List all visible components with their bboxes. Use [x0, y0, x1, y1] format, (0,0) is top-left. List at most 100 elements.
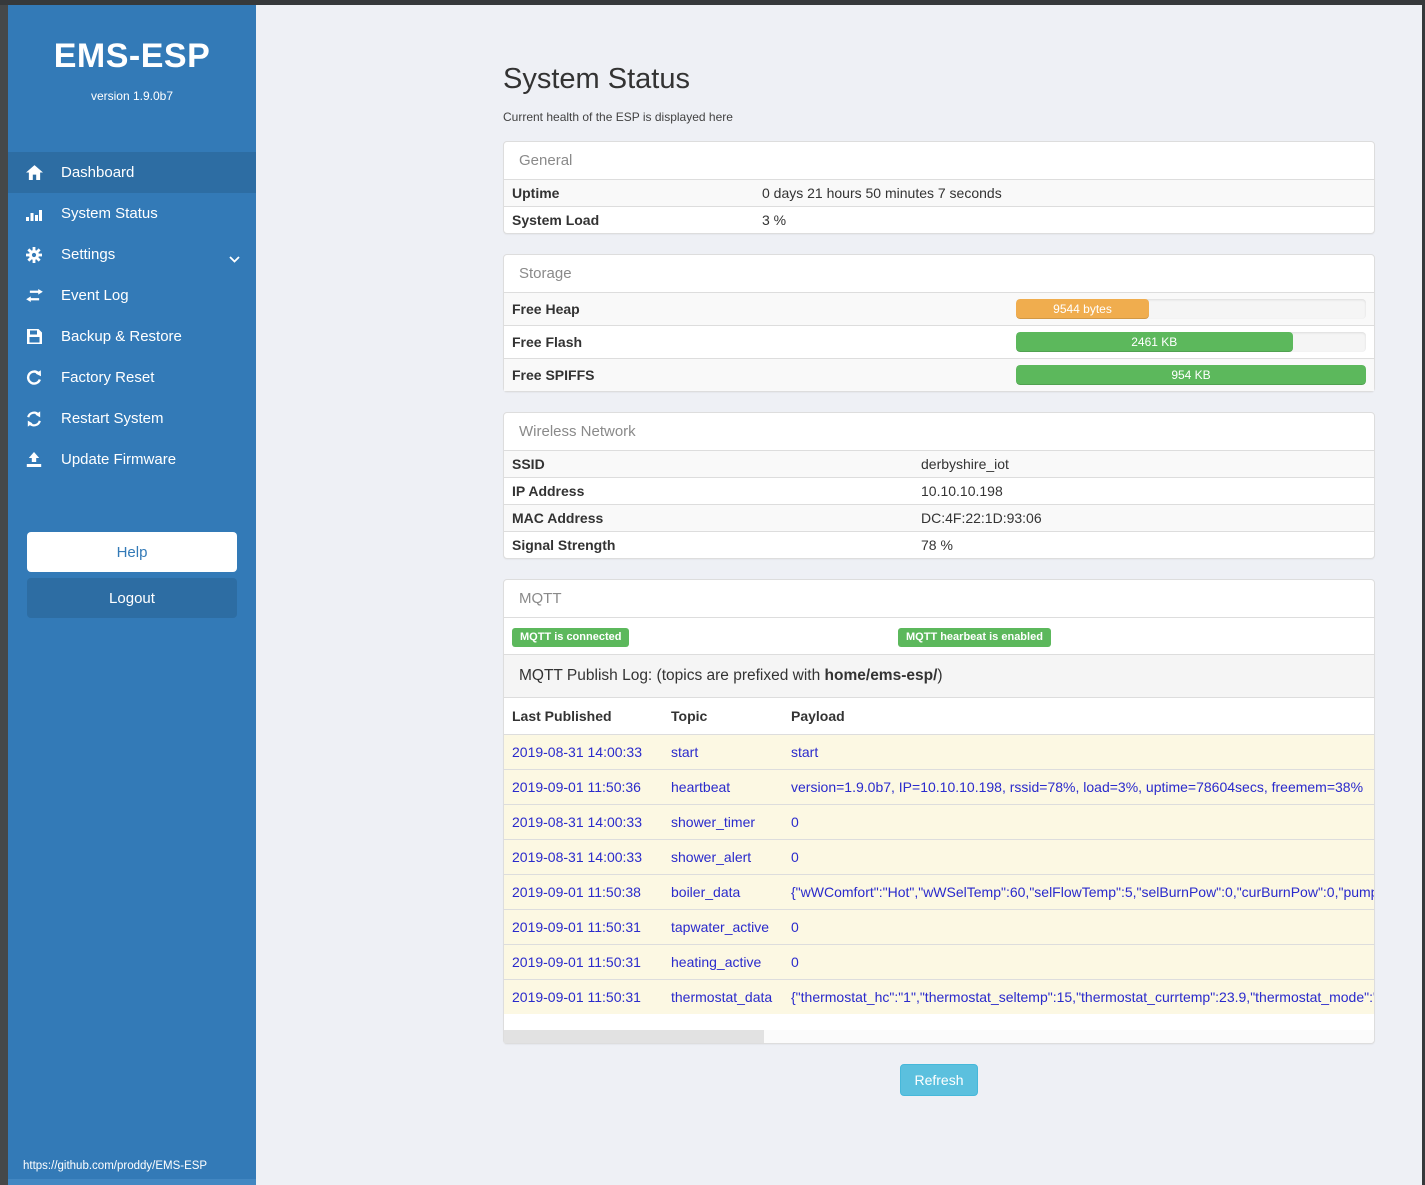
refresh-button[interactable]: Refresh	[900, 1064, 978, 1096]
table-row: Free Heap 9544 bytes	[504, 292, 1374, 326]
refresh-icon	[23, 410, 45, 427]
table-row: Uptime 0 days 21 hours 50 minutes 7 seco…	[504, 179, 1374, 207]
row-value: derbyshire_iot	[913, 450, 1374, 478]
horizontal-scrollbar-thumb[interactable]	[504, 1030, 764, 1043]
sidebar-item-event-log[interactable]: Event Log	[8, 275, 256, 316]
general-panel-title: General	[519, 152, 573, 169]
progress-bar-fill: 9544 bytes	[1016, 299, 1149, 319]
table-row: 2019-09-01 11:50:31 tapwater_active 0	[504, 909, 1374, 945]
sidebar: EMS-ESP version 1.9.0b7 Dashboard System…	[8, 5, 256, 1185]
app-title: EMS-ESP	[53, 37, 211, 75]
column-header: Payload	[783, 698, 1374, 735]
general-panel: General Uptime 0 days 21 hours 50 minute…	[503, 141, 1375, 234]
page-subtitle: Current health of the ESP is displayed h…	[503, 110, 733, 124]
sidebar-item-label: Settings	[61, 246, 116, 263]
row-label: Signal Strength	[504, 531, 913, 558]
github-link[interactable]: https://github.com/proddy/EMS-ESP	[23, 1160, 208, 1172]
log-timestamp: 2019-09-01 11:50:31	[504, 979, 663, 1014]
mqtt-table-bottom-space	[504, 1014, 1374, 1030]
sidebar-item-update-firmware[interactable]: Update Firmware	[8, 439, 256, 480]
table-row: Free Flash 2461 KB	[504, 325, 1374, 359]
exchange-icon	[23, 289, 45, 302]
log-topic: start	[663, 734, 783, 770]
sidebar-item-label: System Status	[61, 205, 158, 222]
row-value: 78 %	[913, 531, 1374, 558]
free-spiffs-progress: 954 KB	[1016, 365, 1366, 385]
table-row: 2019-09-01 11:50:38 boiler_data {"wWComf…	[504, 874, 1374, 910]
log-topic: boiler_data	[663, 874, 783, 910]
row-value: 3 %	[754, 206, 1374, 233]
upload-icon	[23, 452, 45, 467]
table-row: 2019-09-01 11:50:31 heating_active 0	[504, 944, 1374, 980]
log-timestamp: 2019-09-01 11:50:31	[504, 909, 663, 945]
publish-log-text-suffix: )	[937, 667, 943, 684]
sidebar-item-restart-system[interactable]: Restart System	[8, 398, 256, 439]
sidebar-bottom-strip	[8, 1179, 256, 1185]
mqtt-log-table: Last Published Topic Payload 2019-08-31 …	[504, 698, 1374, 1014]
logout-button[interactable]: Logout	[27, 578, 237, 618]
horizontal-scrollbar-track[interactable]	[504, 1030, 1374, 1043]
help-button[interactable]: Help	[27, 532, 237, 572]
storage-table: Free Heap 9544 bytes Free Flash 2461 KB	[504, 292, 1374, 391]
free-heap-progress: 9544 bytes	[1016, 299, 1366, 319]
sidebar-item-settings[interactable]: Settings	[8, 234, 256, 275]
log-timestamp: 2019-08-31 14:00:33	[504, 804, 663, 840]
sidebar-item-label: Update Firmware	[61, 451, 177, 468]
table-header-row: Last Published Topic Payload	[504, 698, 1374, 735]
sidebar-item-factory-reset[interactable]: Factory Reset	[8, 357, 256, 398]
progress-bar-fill: 2461 KB	[1016, 332, 1293, 352]
bar-chart-icon	[23, 207, 45, 221]
log-timestamp: 2019-08-31 14:00:33	[504, 734, 663, 770]
log-payload: 0	[783, 804, 1374, 840]
table-row: Free SPIFFS 954 KB	[504, 358, 1374, 391]
column-header: Last Published	[504, 698, 663, 735]
storage-panel-title: Storage	[519, 265, 572, 282]
row-label: MAC Address	[504, 504, 913, 532]
log-timestamp: 2019-09-01 11:50:38	[504, 874, 663, 910]
sidebar-item-label: Restart System	[61, 410, 164, 427]
gear-icon	[23, 246, 45, 263]
sidebar-item-label: Dashboard	[61, 164, 135, 181]
log-payload: version=1.9.0b7, IP=10.10.10.198, rssid=…	[783, 769, 1374, 805]
app-version: version 1.9.0b7	[90, 89, 174, 103]
wireless-panel: Wireless Network SSID derbyshire_iot IP …	[503, 412, 1375, 559]
storage-panel: Storage Free Heap 9544 bytes Free Flash	[503, 254, 1375, 392]
row-label: Free Heap	[504, 292, 1008, 326]
log-payload: {"wWComfort":"Hot","wWSelTemp":60,"selFl…	[783, 874, 1374, 910]
mqtt-panel-title: MQTT	[519, 590, 562, 607]
log-topic: thermostat_data	[663, 979, 783, 1014]
log-payload: 0	[783, 909, 1374, 945]
table-row: IP Address 10.10.10.198	[504, 477, 1374, 505]
table-row: MAC Address DC:4F:22:1D:93:06	[504, 504, 1374, 532]
mqtt-publish-log-heading: MQTT Publish Log: (topics are prefixed w…	[504, 654, 1374, 698]
column-header: Topic	[663, 698, 783, 735]
sidebar-item-backup-restore[interactable]: Backup & Restore	[8, 316, 256, 357]
log-topic: tapwater_active	[663, 909, 783, 945]
row-label: IP Address	[504, 477, 913, 505]
row-label: System Load	[504, 206, 754, 233]
log-topic: shower_timer	[663, 804, 783, 840]
progress-bar-fill: 954 KB	[1016, 365, 1366, 385]
window-frame-right	[1422, 0, 1425, 1185]
row-value: 0 days 21 hours 50 minutes 7 seconds	[754, 179, 1374, 207]
sidebar-item-system-status[interactable]: System Status	[8, 193, 256, 234]
table-row: 2019-08-31 14:00:33 shower_timer 0	[504, 804, 1374, 840]
table-row: 2019-09-01 11:50:31 thermostat_data {"th…	[504, 979, 1374, 1014]
log-timestamp: 2019-09-01 11:50:36	[504, 769, 663, 805]
window-frame-top	[0, 0, 1425, 5]
home-icon	[23, 165, 45, 180]
table-row: 2019-08-31 14:00:33 shower_alert 0	[504, 839, 1374, 875]
free-flash-progress: 2461 KB	[1016, 332, 1366, 352]
table-row: Signal Strength 78 %	[504, 531, 1374, 558]
log-topic: heating_active	[663, 944, 783, 980]
table-row: 2019-09-01 11:50:36 heartbeat version=1.…	[504, 769, 1374, 805]
mqtt-badges-row: MQTT is connected MQTT hearbeat is enabl…	[504, 617, 1374, 654]
log-timestamp: 2019-08-31 14:00:33	[504, 839, 663, 875]
mqtt-panel: MQTT MQTT is connected MQTT hearbeat is …	[503, 579, 1375, 1044]
publish-log-topic-prefix: home/ems-esp/	[824, 667, 938, 684]
general-table: Uptime 0 days 21 hours 50 minutes 7 seco…	[504, 179, 1374, 233]
log-topic: heartbeat	[663, 769, 783, 805]
log-payload: start	[783, 734, 1374, 770]
sidebar-item-dashboard[interactable]: Dashboard	[8, 152, 256, 193]
sidebar-nav: Dashboard System Status Settings Event L…	[8, 152, 256, 480]
